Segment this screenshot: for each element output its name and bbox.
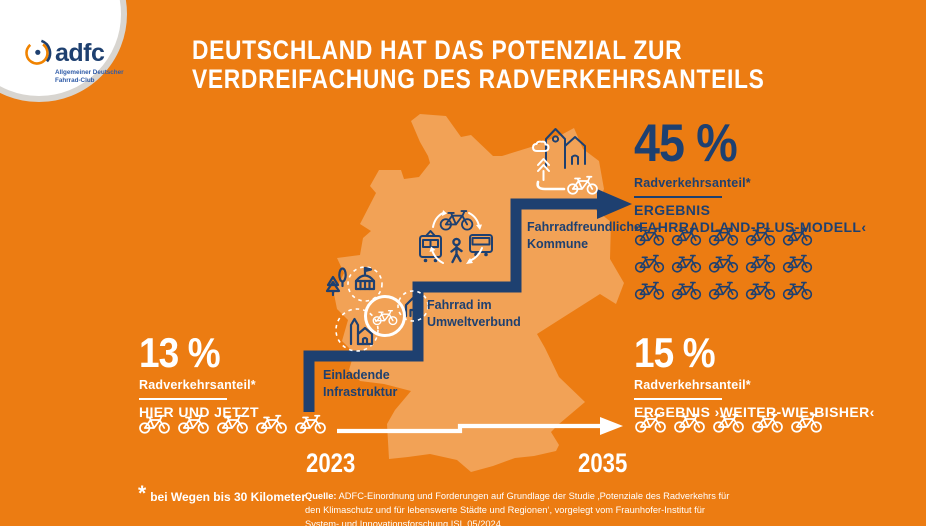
stat-current: 13 % Radverkehrsanteil* HIER UND JETZT (139, 329, 259, 420)
bicycle-icon (216, 413, 249, 434)
bicycle-icon (138, 413, 171, 434)
bicycle-icon (745, 253, 776, 273)
stat-current-label: Radverkehrsanteil* (139, 377, 256, 392)
asterisk-mark: * (138, 482, 147, 505)
bicycle-icon (634, 280, 665, 300)
stat-plus-model-label: Radverkehrsanteil* (634, 175, 751, 190)
bicycle-icon (671, 280, 702, 300)
dashed-circle (347, 266, 383, 302)
pedestrian-icon (450, 237, 463, 264)
source-label: Quelle: (305, 491, 337, 501)
bicycle-icon (708, 280, 739, 300)
footnote-text: bei Wegen bis 30 Kilometer (150, 490, 307, 504)
step-label-infrastructure: Einladende Infrastruktur (323, 368, 398, 399)
bicycle-icon (708, 226, 739, 246)
headline-line1: DEUTSCHLAND HAT DAS POTENZIAL ZUR (192, 35, 683, 65)
source-line1: ADFC-Einordnung und Forderungen auf Grun… (305, 491, 730, 515)
bicycle-icon (745, 280, 776, 300)
stat-current-value: 13 % (139, 329, 221, 376)
city-icons (532, 128, 598, 195)
infrastructure-icons (325, 266, 428, 352)
bike-pictograph-plus-model (634, 226, 824, 300)
bicycle-icon (782, 226, 813, 246)
stat-current-caption: HIER UND JETZT (139, 403, 259, 420)
headline: DEUTSCHLAND HAT DAS POTENZIAL ZUR VERDRE… (192, 36, 764, 94)
bicycle-icon (671, 226, 702, 246)
timeline-start-year: 2023 (306, 448, 356, 478)
stat-bau-label: Radverkehrsanteil* (634, 377, 751, 392)
bicycle-icon (745, 226, 776, 246)
bicycle-icon (634, 253, 665, 273)
timeline-end-year: 2035 (578, 448, 628, 478)
stat-business-as-usual: 15 % Radverkehrsanteil* ERGEBNIS ›WEITER… (634, 329, 875, 420)
bicycle-icon (673, 412, 706, 433)
logo-wordmark: adfc (55, 38, 105, 67)
divider-line (139, 397, 227, 400)
adfc-logo: adfc Allgemeiner Deutscher Fahrrad-Club (22, 38, 132, 85)
city-buildings-icon (545, 128, 586, 169)
logo-subtitle: Allgemeiner Deutscher Fahrrad-Club (55, 69, 124, 85)
bicycle-icon (567, 175, 598, 195)
church-icon (349, 317, 374, 346)
bus-icon (469, 234, 493, 257)
source-line2: lebenswerte Städte und Regionen‘, vorgel… (305, 504, 706, 526)
step-label-kommune: Fahrradfreundliche Kommune (527, 220, 641, 251)
umweltverbund-icons (419, 210, 493, 264)
stat-plus-model-value: 45 % (634, 114, 738, 173)
stat-plus-model-caption1: ERGEBNIS (634, 201, 711, 218)
stat-plus-model: 45 % Radverkehrsanteil* ERGEBNIS ›FAHRRA… (634, 114, 866, 235)
bicycle-icon (712, 412, 745, 433)
bike-circle (364, 295, 406, 337)
tree-arrow-icon (537, 158, 550, 181)
bicycle-icon (782, 253, 813, 273)
swoosh-line (536, 180, 566, 191)
house-icon (404, 296, 422, 318)
bicycle-icon (671, 253, 702, 273)
cloud-icon (532, 140, 550, 152)
bicycle-icon (177, 413, 210, 434)
bicycle-icon (634, 412, 667, 433)
adfc-wheel-icon (25, 39, 52, 65)
bike-pictograph-bau (634, 412, 823, 433)
bicycle-icon (708, 253, 739, 273)
bicycle-icon (634, 226, 665, 246)
tree-icon (338, 267, 347, 288)
headline-line2: VERDREIFACHUNG DES RADVERKEHRSANTEILS (192, 64, 765, 94)
pine-tree-icon (325, 275, 341, 297)
townhall-icon (354, 266, 376, 291)
divider-line (634, 397, 722, 400)
step-label-umweltverbund: Fahrrad im Umweltverbund (427, 298, 521, 329)
dashed-circle (335, 308, 379, 352)
bicycle-icon (782, 280, 813, 300)
bicycle-icon (294, 413, 327, 434)
source-note: Quelle: ADFC-Einordnung und Forderungen … (305, 490, 735, 526)
divider-line (634, 195, 722, 198)
tram-icon (419, 230, 442, 263)
stat-bau-value: 15 % (634, 329, 716, 376)
bicycle-icon (790, 412, 823, 433)
dashed-circle (397, 290, 428, 322)
bicycle-icon (751, 412, 784, 433)
cycle-arrows-icon (429, 210, 483, 264)
bicycle-icon (255, 413, 288, 434)
bike-pictograph-current (138, 413, 327, 434)
footnote: * bei Wegen bis 30 Kilometer (138, 483, 306, 504)
